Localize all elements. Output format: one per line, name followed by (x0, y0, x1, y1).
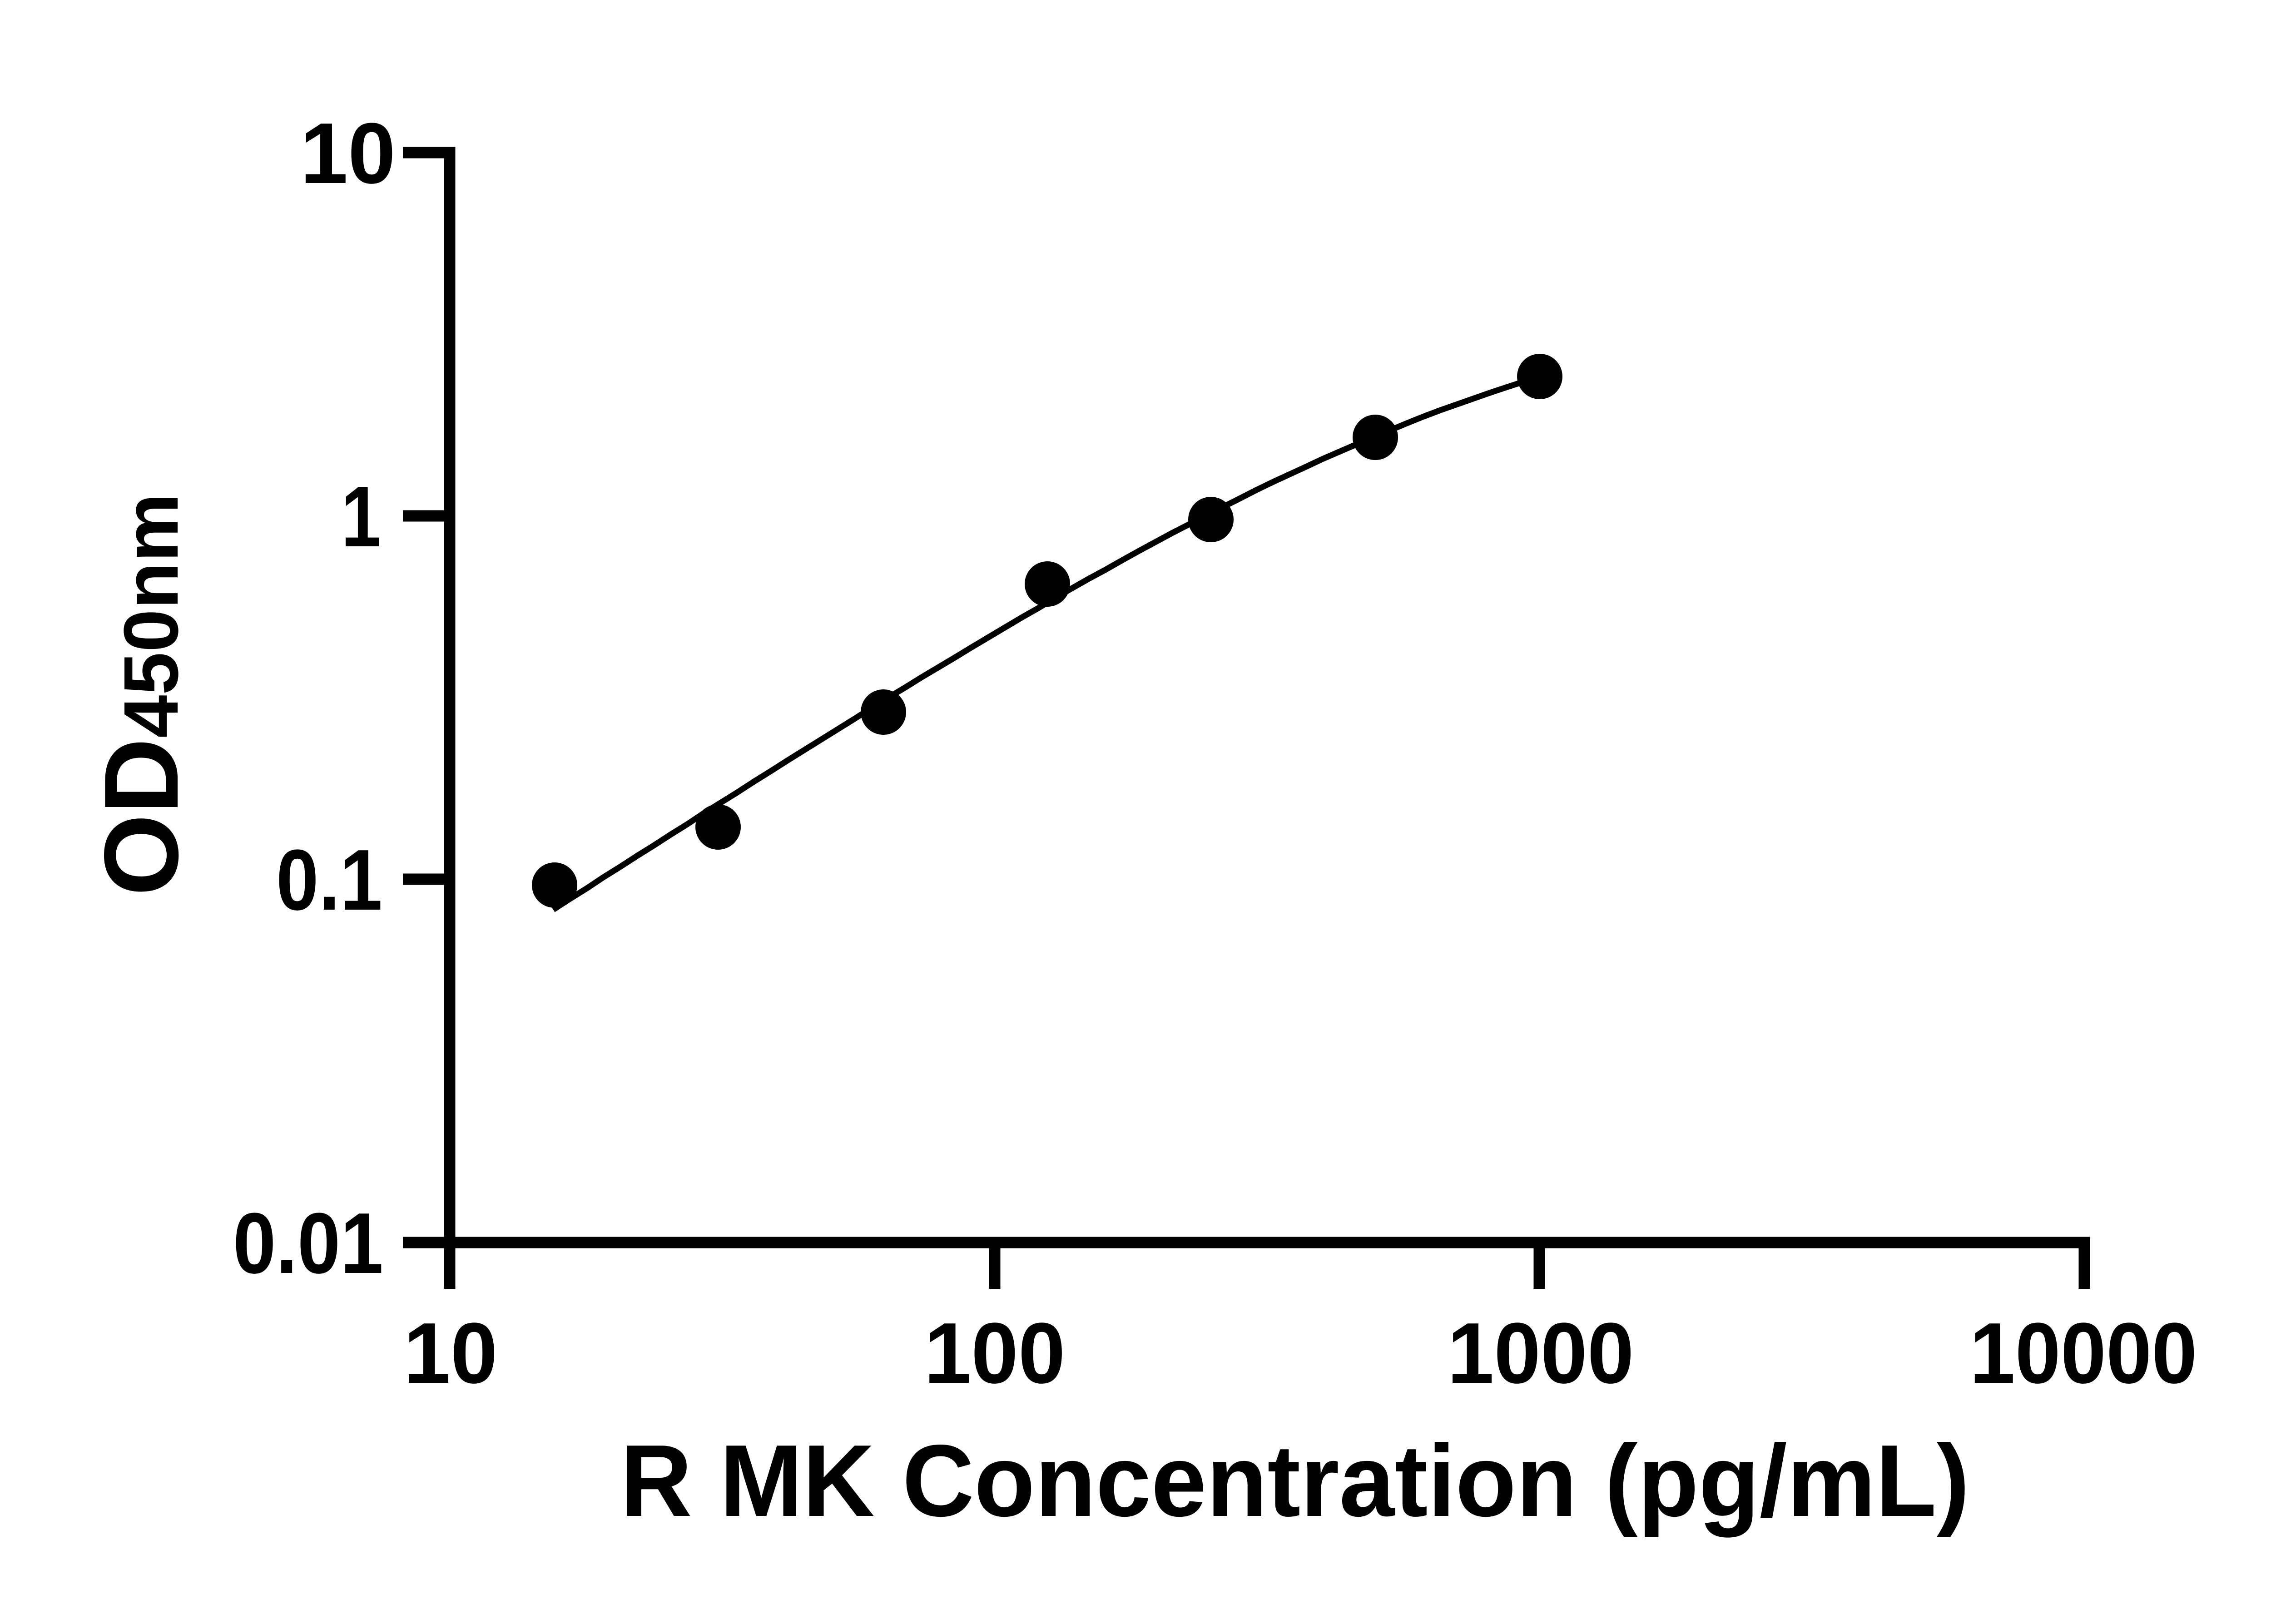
svg-text:1000: 1000 (1448, 1305, 1634, 1401)
svg-text:0.01: 0.01 (233, 1195, 383, 1292)
svg-text:OD450nm: OD450nm (83, 493, 200, 896)
svg-text:10000: 10000 (1970, 1305, 2197, 1401)
svg-text:10: 10 (404, 1305, 498, 1401)
svg-text:1: 1 (341, 469, 381, 565)
svg-text:0.1: 0.1 (276, 832, 382, 928)
svg-text:10: 10 (300, 105, 396, 202)
svg-text:100: 100 (924, 1305, 1066, 1401)
svg-text:R MK Concentration (pg/mL): R MK Concentration (pg/mL) (620, 1423, 1970, 1538)
